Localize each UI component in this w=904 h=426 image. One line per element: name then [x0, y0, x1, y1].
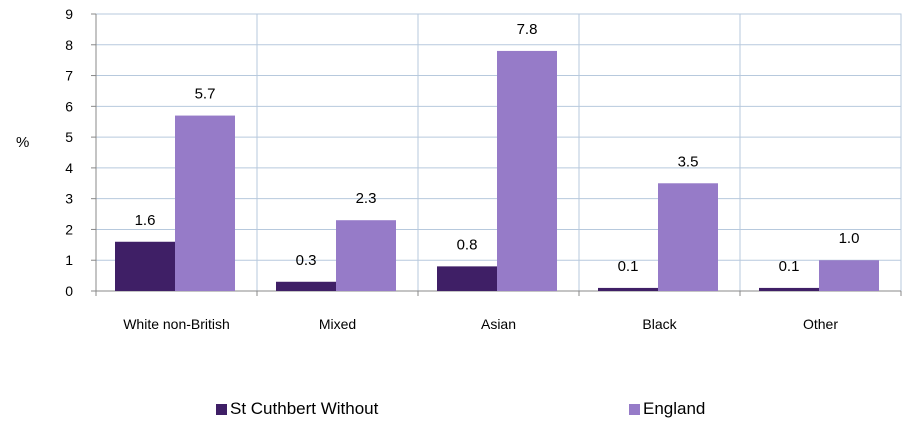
y-tick-label: 4: [65, 160, 73, 176]
bar-st-cuthbert-without: [598, 287, 658, 291]
data-label-england: 1.0: [839, 230, 860, 247]
y-tick-label: 0: [65, 283, 73, 299]
bar-st-cuthbert-without: [437, 266, 497, 291]
x-tick-label: Asian: [481, 316, 516, 332]
data-label-england: 7.8: [517, 21, 538, 38]
y-tick-label: 3: [65, 191, 73, 207]
legend-label-england: England: [643, 399, 706, 418]
x-tick-label: Black: [642, 316, 677, 332]
legend-swatch-england: [629, 403, 640, 415]
data-label-england: 3.5: [678, 153, 699, 170]
x-tick-label: Other: [803, 316, 838, 332]
data-label-st-cuthbert-without: 0.8: [457, 236, 478, 253]
y-axis-label: %: [16, 134, 30, 151]
bar-england: [658, 183, 718, 291]
y-tick-label: 7: [65, 68, 73, 84]
y-tick-label: 8: [65, 37, 73, 53]
x-tick-label: Mixed: [319, 316, 356, 332]
bar-st-cuthbert-without: [276, 281, 336, 291]
y-tick-label: 5: [65, 129, 73, 145]
bar-st-cuthbert-without: [759, 287, 819, 291]
x-tick-label: White non-British: [123, 316, 230, 332]
bar-england: [175, 115, 235, 291]
legend-item-england: England: [629, 399, 705, 419]
legend-swatch-st-cuthbert-without: [216, 403, 227, 415]
data-label-st-cuthbert-without: 0.1: [618, 258, 639, 275]
y-tick-label: 6: [65, 98, 73, 114]
bar-england: [336, 220, 396, 291]
legend-item-st-cuthbert-without: St Cuthbert Without: [216, 399, 378, 419]
y-tick-label: 2: [65, 221, 73, 237]
y-tick-label: 1: [65, 252, 73, 268]
data-label-st-cuthbert-without: 1.6: [135, 212, 156, 229]
data-label-england: 2.3: [356, 190, 377, 207]
data-label-st-cuthbert-without: 0.3: [296, 252, 317, 269]
data-label-st-cuthbert-without: 0.1: [779, 258, 800, 275]
bar-england: [497, 50, 557, 291]
data-label-england: 5.7: [195, 86, 216, 103]
bar-england: [819, 260, 879, 291]
legend-label-st-cuthbert-without: St Cuthbert Without: [230, 399, 379, 418]
y-tick-label: 9: [65, 6, 73, 22]
bar-st-cuthbert-without: [115, 241, 175, 291]
